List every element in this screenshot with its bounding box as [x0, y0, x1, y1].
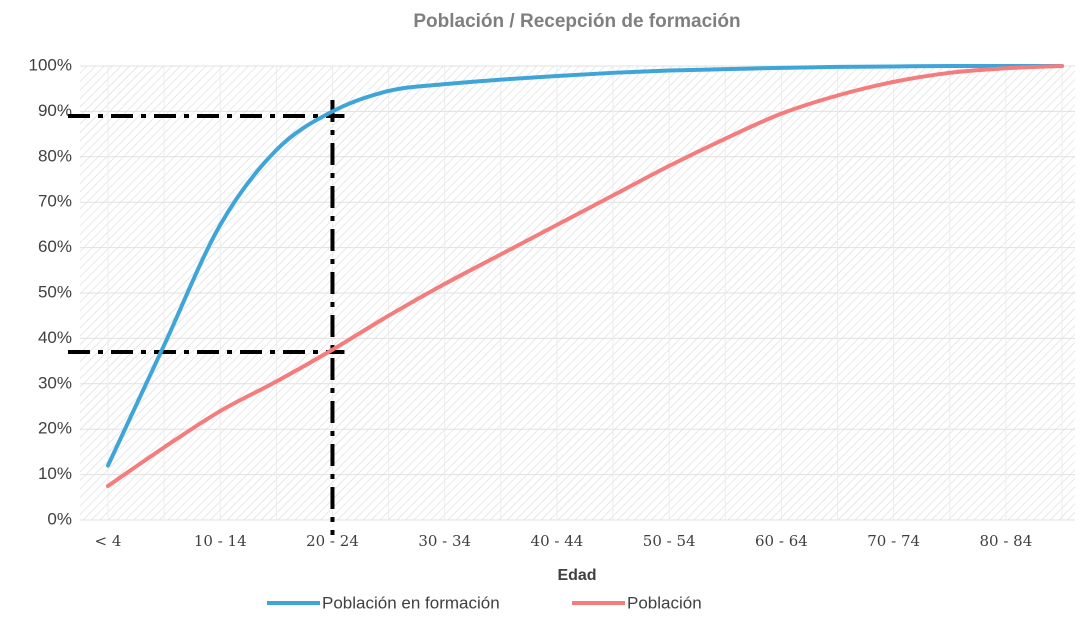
legend-label: Población — [627, 593, 702, 612]
x-tick-label: 60 - 64 — [755, 532, 808, 550]
legend-label: Población en formación — [322, 593, 500, 612]
x-tick-label: < 4 — [95, 532, 122, 550]
y-tick-label: 40% — [38, 328, 72, 347]
line-series — [106, 64, 1064, 488]
x-tick-label: 40 - 44 — [531, 532, 584, 550]
y-tick-label: 70% — [38, 192, 72, 211]
x-tick-label: 20 - 24 — [306, 532, 359, 550]
chart-title: Población / Recepción de formación — [413, 11, 740, 32]
y-tick-label: 90% — [38, 101, 72, 120]
y-tick-label: 30% — [38, 373, 72, 392]
x-tick-label: 70 - 74 — [867, 532, 920, 550]
x-tick-label: 80 - 84 — [979, 532, 1032, 550]
x-tick-label: 30 - 34 — [418, 532, 471, 550]
y-tick-label: 50% — [38, 282, 72, 301]
x-axis-title: Edad — [557, 567, 596, 584]
x-tick-label: 50 - 54 — [643, 532, 696, 550]
line-series — [106, 63, 1064, 468]
x-tick-label: 10 - 14 — [194, 532, 247, 550]
y-tick-label: 100% — [29, 55, 72, 74]
y-tick-label: 80% — [38, 146, 72, 165]
y-tick-label: 20% — [38, 419, 72, 438]
y-tick-label: 60% — [38, 237, 72, 256]
y-tick-label: 0% — [47, 509, 72, 528]
y-tick-label: 10% — [38, 464, 72, 483]
